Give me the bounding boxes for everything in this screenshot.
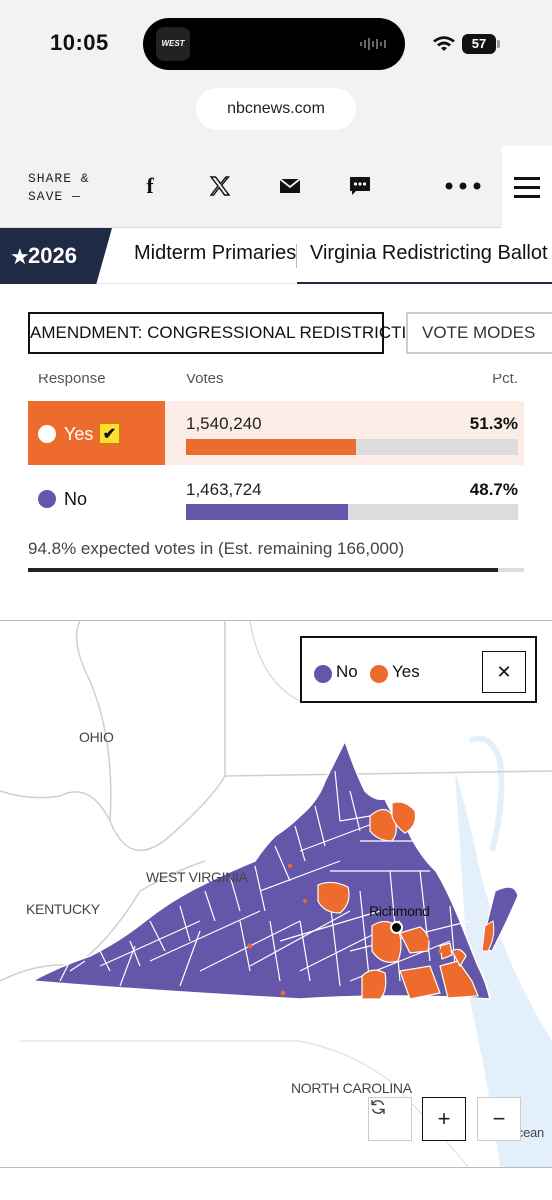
reset-map-icon[interactable] <box>368 1097 412 1141</box>
no-vote-bar <box>186 504 518 520</box>
share-label-line1: SHARE & <box>28 171 90 186</box>
legend-close-icon[interactable]: ✕ <box>482 651 526 693</box>
map-legend: No Yes ✕ <box>300 636 537 703</box>
nav-divider <box>296 244 297 268</box>
audio-waveform-icon <box>360 38 386 50</box>
expected-votes-progress-fill <box>28 568 499 572</box>
results-table-header: Response Votes Pct. <box>28 374 524 390</box>
expected-votes-text: 94.8% expected votes in (Est. remaining … <box>28 539 405 558</box>
clock: 10:05 <box>50 30 109 55</box>
header-pct: Pct. <box>492 374 518 387</box>
section-nav: 2026 ★ Midterm Primaries Virginia Redist… <box>0 228 552 284</box>
nav-item-virginia-redistricting[interactable]: Virginia Redistricting Ballot M <box>310 242 552 264</box>
map-label-ohio: OHIO <box>79 729 114 745</box>
bay-water <box>468 735 505 852</box>
facebook-icon[interactable]: f <box>146 173 154 198</box>
yes-vote-bar <box>186 439 518 455</box>
zoom-out-icon[interactable]: − <box>477 1097 521 1141</box>
nav-item-midterm-primaries[interactable]: Midterm Primaries <box>134 242 297 264</box>
address-bar-area: nbcnews.com <box>0 86 552 146</box>
map-label-richmond: Richmond <box>369 903 430 919</box>
yes-response-cell: Yes ✔ <box>28 401 165 465</box>
state-border <box>75 621 112 822</box>
battery-tip <box>497 40 500 48</box>
share-save-toggle[interactable]: SHARE & SAVE — <box>28 170 90 206</box>
zoom-in-icon[interactable]: + <box>422 1097 466 1141</box>
map-label-west-virginia: WEST VIRGINIA <box>146 869 248 885</box>
share-bar: SHARE & SAVE — f <box>0 146 552 228</box>
dynamic-island[interactable]: WEST <box>143 18 405 70</box>
state-border <box>249 621 301 702</box>
richmond-marker <box>390 921 403 934</box>
no-label: No <box>64 489 88 509</box>
yes-vote-bar-fill <box>186 439 357 455</box>
more-options-icon[interactable] <box>444 172 482 200</box>
battery-icon: 57 <box>462 34 496 54</box>
map-label-kentucky: KENTUCKY <box>26 901 100 917</box>
legend-yes-label: Yes <box>392 662 420 681</box>
expected-votes-progress <box>28 568 524 572</box>
hamburger-menu-icon[interactable] <box>502 146 552 228</box>
now-playing-app-icon: WEST <box>156 27 190 61</box>
result-row-no[interactable]: No 1,463,724 48.7% <box>28 468 524 532</box>
result-row-yes[interactable]: Yes ✔ 1,540,240 51.3% <box>28 401 524 465</box>
wifi-icon <box>433 36 455 51</box>
no-vote-bar-fill <box>186 504 348 520</box>
map-label-north-carolina: NORTH CAROLINA <box>291 1080 412 1096</box>
legend-no-dot <box>314 665 332 683</box>
state-border <box>0 860 206 982</box>
vote-modes-tab-button[interactable]: VOTE MODES <box>406 312 552 354</box>
legend-yes-dot <box>370 665 388 683</box>
2026-elections-logo[interactable]: 2026 <box>0 228 112 284</box>
star-icon: ★ <box>10 244 30 269</box>
results-map[interactable]: OHIO WEST VIRGINIA KENTUCKY NORTH CAROLI… <box>0 620 552 1168</box>
yes-county[interactable] <box>481 920 495 952</box>
header-response: Response <box>38 374 106 387</box>
share-label-line2: SAVE — <box>28 189 81 204</box>
status-bar: 10:05 WEST 57 <box>0 0 552 86</box>
legend-no-label: No <box>336 662 358 681</box>
winner-check-icon: ✔ <box>99 423 120 444</box>
logo-text: 2026 <box>28 243 77 268</box>
email-icon[interactable] <box>276 172 304 200</box>
yes-city-specks[interactable] <box>247 864 443 996</box>
state-border <box>0 775 226 852</box>
x-twitter-icon[interactable] <box>206 172 234 200</box>
map-canvas <box>0 621 552 1167</box>
amendment-tab-button[interactable]: AMENDMENT: CONGRESSIONAL REDISTRICTING <box>28 312 432 354</box>
yes-label: Yes <box>64 424 94 444</box>
ocean-water <box>455 771 552 1167</box>
yes-votes: 1,540,240 <box>186 414 262 433</box>
no-color-dot <box>38 490 56 508</box>
yes-color-dot <box>38 425 56 443</box>
comments-icon[interactable] <box>346 172 374 200</box>
url-pill[interactable]: nbcnews.com <box>196 88 356 130</box>
yes-pct: 51.3% <box>469 414 518 433</box>
header-votes: Votes <box>186 374 224 387</box>
no-votes: 1,463,724 <box>186 480 262 499</box>
no-pct: 48.7% <box>469 480 518 499</box>
yes-counties[interactable] <box>317 801 479 1000</box>
nav-active-indicator <box>297 282 552 284</box>
